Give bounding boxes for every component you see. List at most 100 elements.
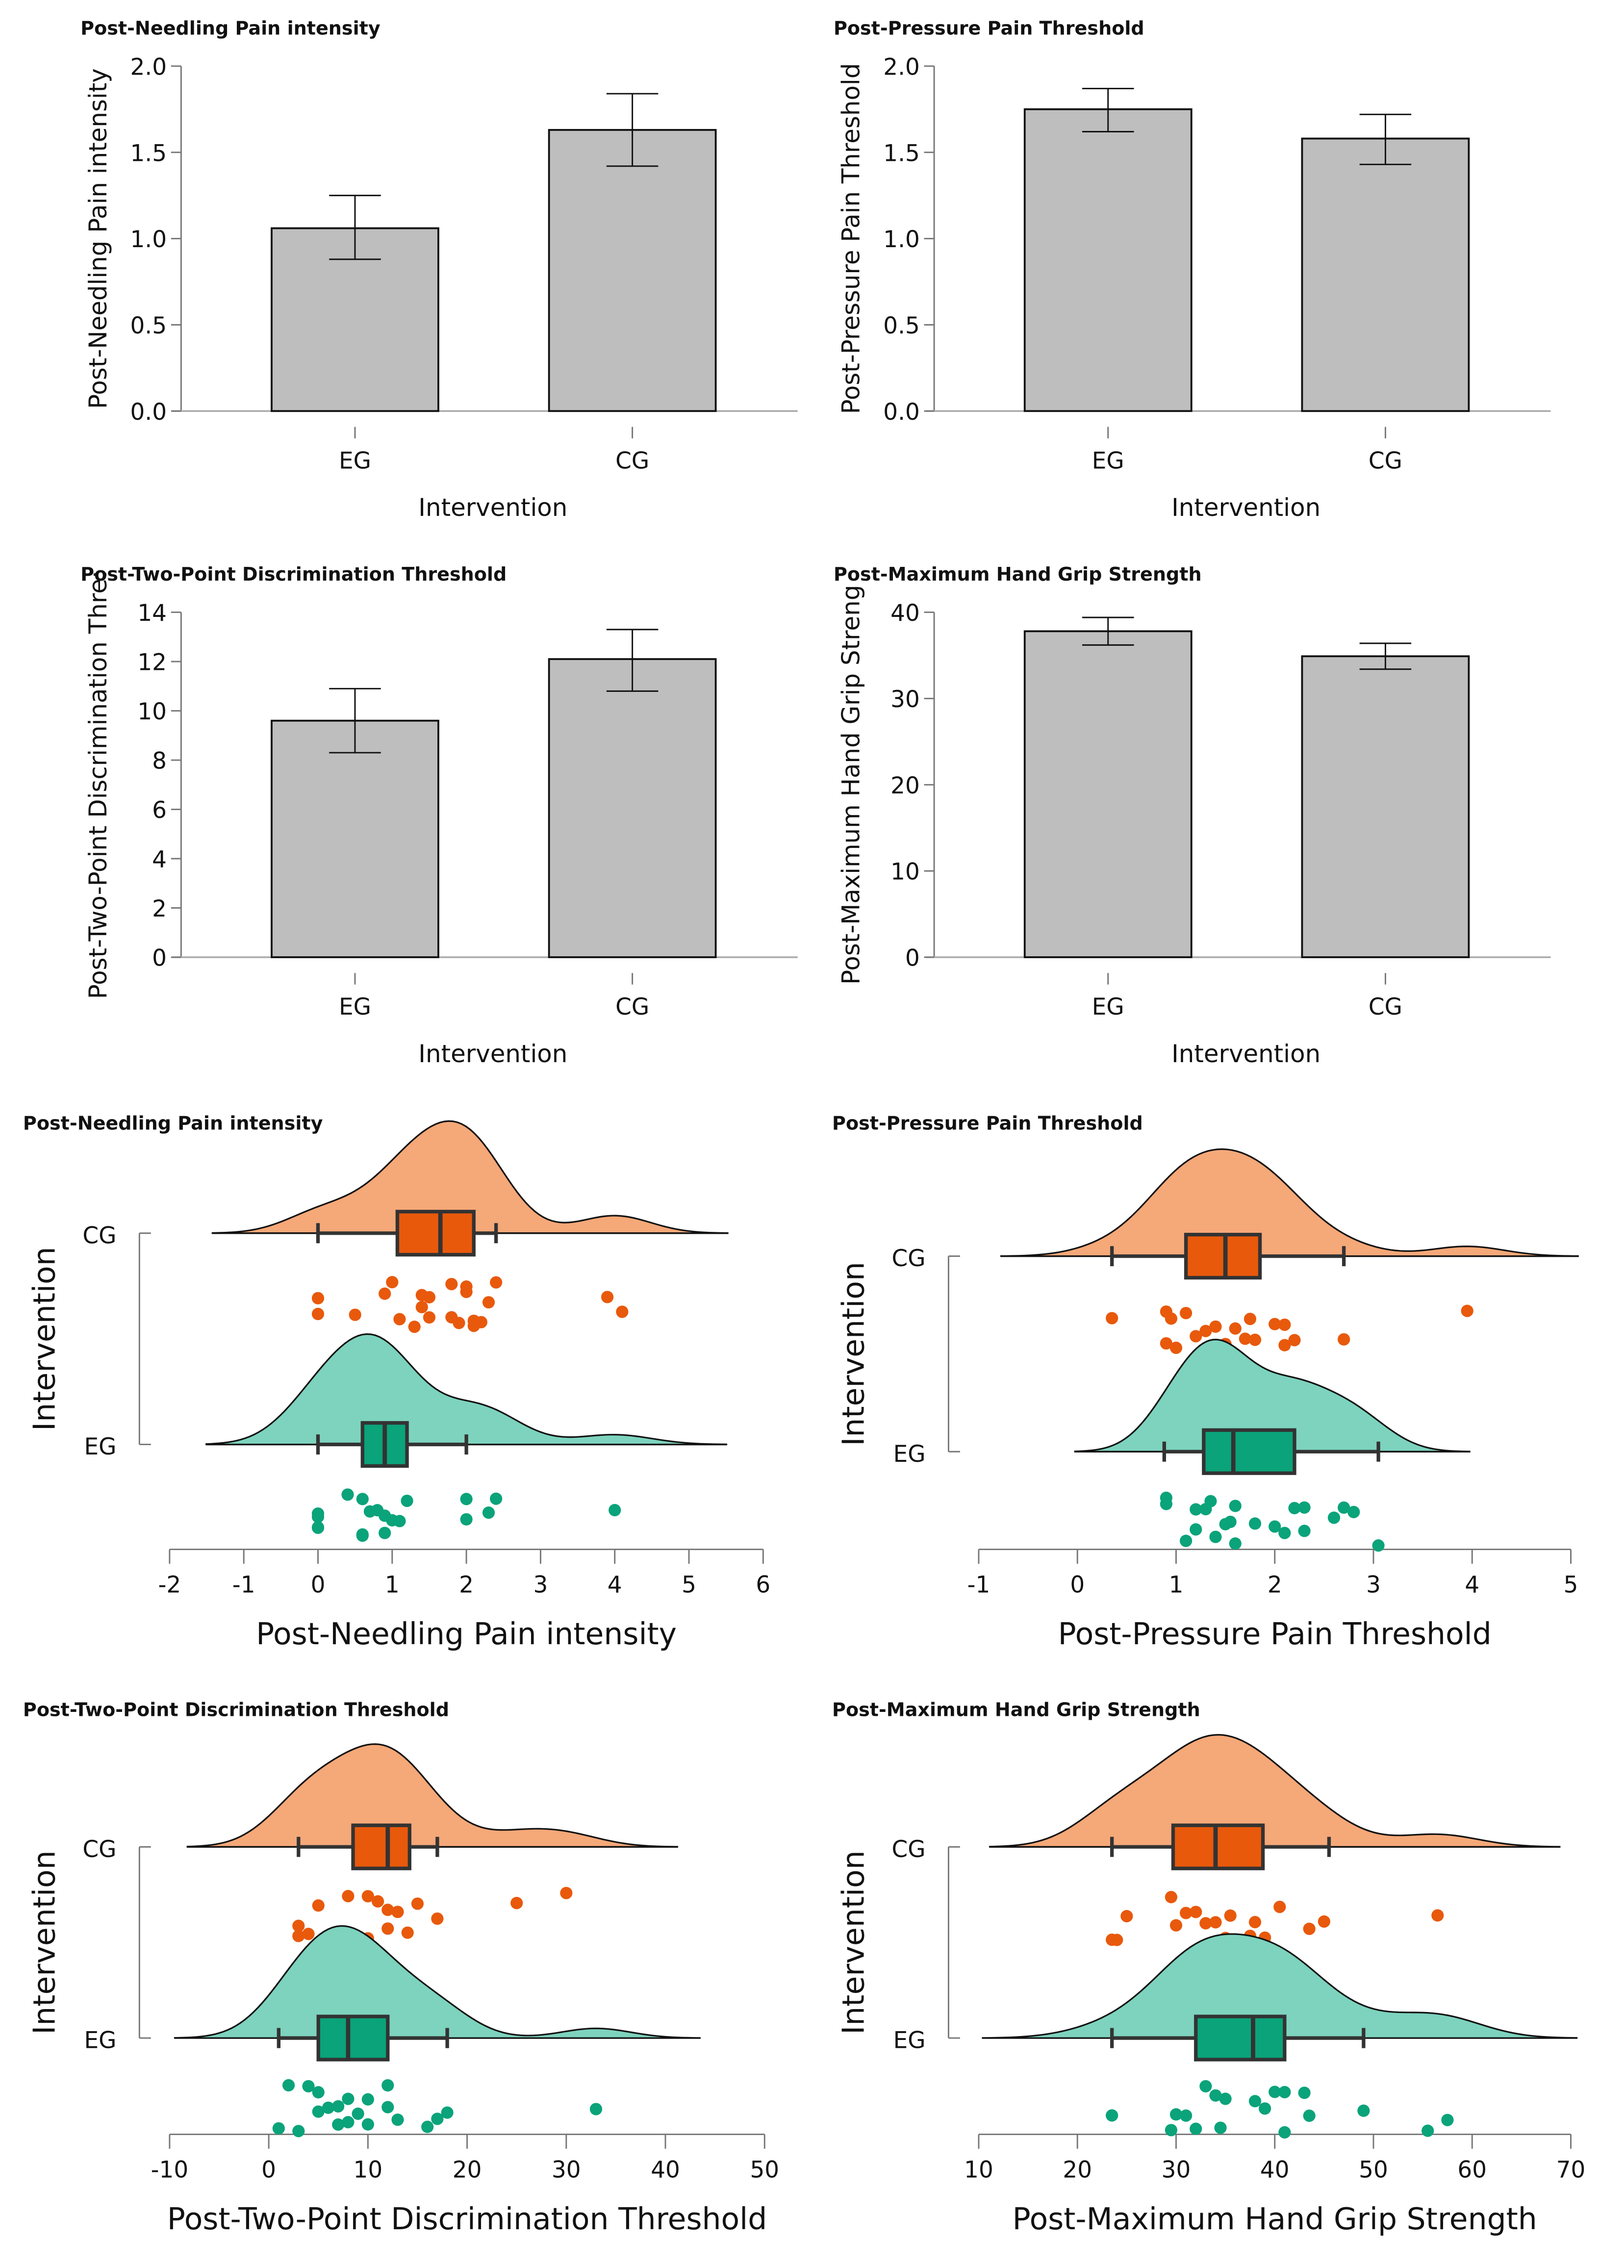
data-point [379, 1287, 391, 1300]
data-point [312, 1899, 325, 1912]
data-point [1431, 1909, 1444, 1922]
data-point [431, 2113, 444, 2125]
x-tick-label: -1 [967, 1571, 990, 1598]
y-axis-label: Intervention [836, 1262, 871, 1446]
data-point [1303, 2109, 1316, 2122]
x-tick-label: 2 [1268, 1571, 1282, 1598]
chart-title: Post-Two-Point Discrimination Threshold [80, 563, 507, 585]
bar [548, 658, 717, 958]
x-tick-label: 3 [1366, 1571, 1381, 1598]
y-tick-label: 8 [152, 748, 167, 775]
data-point [460, 1513, 473, 1526]
y-tick-label: 0 [152, 945, 167, 972]
data-point [1209, 1916, 1222, 1929]
data-point [1180, 1534, 1193, 1547]
data-point [1190, 1503, 1202, 1516]
data-point [332, 2118, 345, 2131]
data-point [616, 1305, 629, 1318]
data-point [411, 1897, 424, 1910]
x-axis-label: Intervention [1171, 493, 1320, 522]
data-point [311, 1292, 325, 1304]
data-point [332, 2100, 345, 2113]
raincloud-panel: Post-Maximum Hand Grip Strength 10 20 30 40 5… [832, 1699, 1585, 2237]
y-axis-label: Post-Needling Pain intensity [84, 68, 112, 409]
bar [548, 129, 717, 412]
density-curve [211, 1120, 729, 1234]
data-point [1347, 1505, 1360, 1518]
data-point [386, 1276, 399, 1289]
x-tick-label: 50 [1359, 2156, 1388, 2183]
data-point [1190, 2122, 1202, 2135]
data-point [1190, 1523, 1202, 1536]
data-point [1243, 1313, 1257, 1325]
x-tick-label: 1 [385, 1571, 400, 1598]
data-point [1248, 1333, 1262, 1346]
x-tick-label: 2 [459, 1571, 474, 1598]
data-point [292, 1919, 305, 1932]
data-point [302, 1928, 315, 1940]
data-point [312, 2105, 325, 2118]
x-tick-label: 20 [1063, 2156, 1092, 2183]
bar-chart-panel: Post-Two-Point Discrimination Threshold 0… [80, 563, 798, 1068]
x-axis-label: Post-Two-Point Discrimination Threshold [167, 2201, 767, 2237]
bar [1301, 655, 1470, 958]
data-point [1278, 1339, 1291, 1351]
data-point [1338, 1333, 1350, 1346]
bar [271, 719, 439, 958]
data-point [311, 1507, 325, 1520]
data-point [341, 1488, 354, 1501]
data-point [421, 2120, 434, 2133]
data-point [1269, 2086, 1281, 2098]
data-point [349, 1308, 361, 1321]
y-tick-label: 2.0 [130, 53, 167, 80]
data-point [441, 2106, 454, 2119]
data-point [393, 1313, 406, 1325]
x-tick-label: 70 [1556, 2156, 1586, 2183]
x-tick-label: -2 [158, 1571, 181, 1598]
data-point [401, 1494, 413, 1507]
data-point [272, 2122, 285, 2135]
data-point [1214, 2121, 1227, 2134]
data-point [391, 1906, 404, 1918]
x-tick-label: 5 [1564, 1571, 1578, 1598]
error-bar [1082, 88, 1134, 132]
data-point [302, 2080, 315, 2092]
x-tick-label: -10 [151, 2156, 189, 2183]
x-axis-label: Post-Pressure Pain Threshold [1058, 1616, 1492, 1652]
data-point [1278, 2126, 1291, 2139]
data-point [1278, 1318, 1291, 1331]
box-plot [316, 1421, 468, 1468]
bar [1023, 630, 1193, 958]
data-point [311, 1521, 325, 1534]
data-point [408, 1320, 421, 1333]
density-curve [1000, 1148, 1579, 1257]
data-point [342, 2092, 355, 2105]
y-tick-label: 12 [137, 649, 167, 676]
data-point [282, 2079, 295, 2091]
x-tick-label: -1 [232, 1571, 255, 1598]
y-tick-label: EG [893, 1441, 926, 1468]
chart-title: Post-Maximum Hand Grip Strength [834, 563, 1202, 585]
data-point [381, 1922, 394, 1935]
data-point [391, 2113, 404, 2126]
x-tick-label: CG [615, 994, 649, 1020]
group-cg: CG [891, 1148, 1579, 1354]
y-tick-label: EG [84, 1433, 116, 1460]
density-curve [989, 1734, 1561, 1848]
x-tick-label: 60 [1457, 2156, 1487, 2183]
error-bar [329, 688, 381, 754]
x-tick-label: 40 [651, 2156, 680, 2183]
box-plot [1110, 1233, 1346, 1280]
y-tick-label: 30 [890, 686, 920, 713]
x-axis-label: Intervention [1171, 1040, 1320, 1068]
data-point [1209, 2089, 1222, 2102]
data-point [1190, 1330, 1202, 1343]
y-tick-label: 2 [152, 895, 167, 922]
data-point [1169, 1341, 1183, 1354]
data-point [560, 1886, 573, 1899]
data-point [361, 1890, 374, 1903]
data-point [1441, 2114, 1454, 2126]
x-tick-label: 3 [533, 1571, 548, 1598]
data-point [1209, 1530, 1222, 1543]
data-point [1165, 1891, 1178, 1904]
